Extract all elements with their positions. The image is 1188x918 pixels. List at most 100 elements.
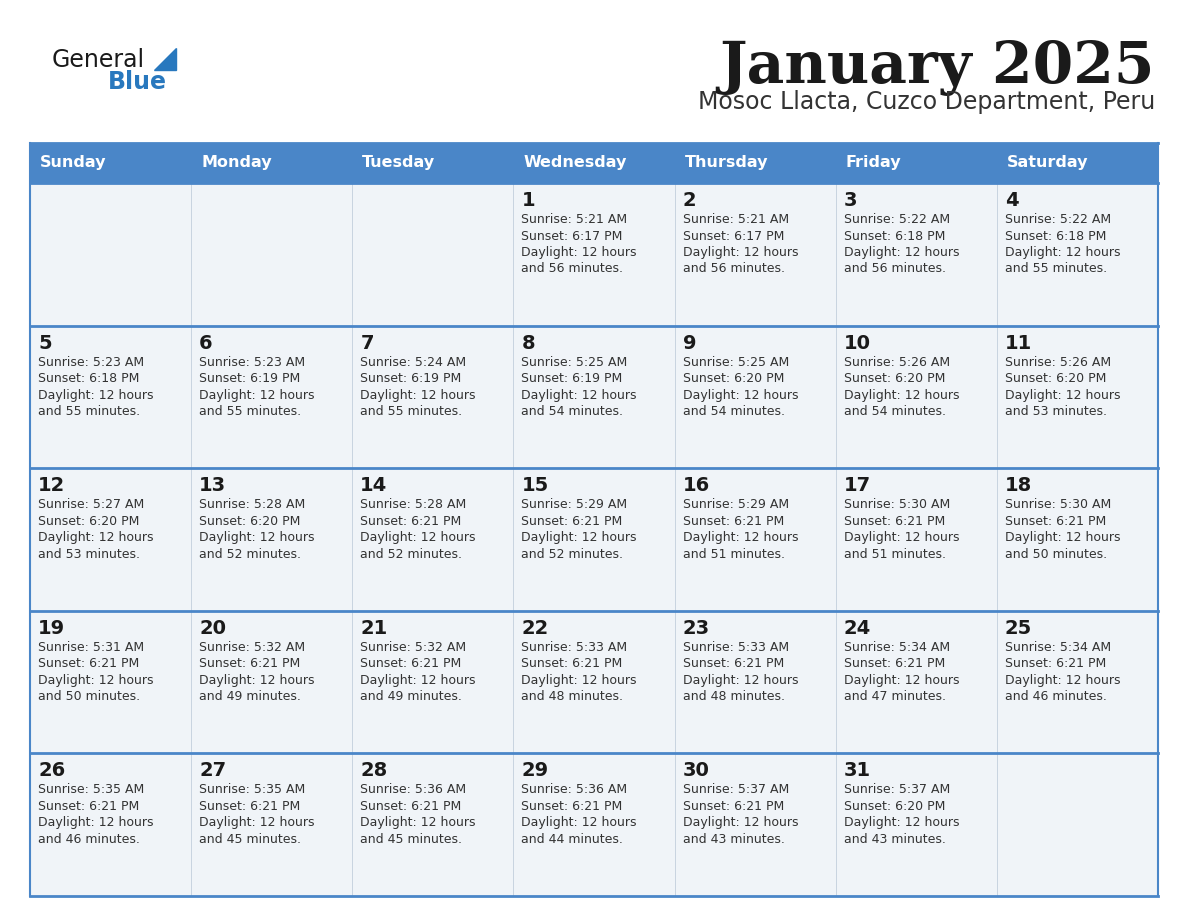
Text: Sunrise: 5:36 AM: Sunrise: 5:36 AM [360, 783, 467, 797]
Text: and 46 minutes.: and 46 minutes. [1005, 690, 1107, 703]
Text: Sunset: 6:21 PM: Sunset: 6:21 PM [38, 800, 139, 813]
Text: Tuesday: Tuesday [362, 155, 436, 171]
Text: Sunset: 6:18 PM: Sunset: 6:18 PM [843, 230, 946, 242]
Text: Sunrise: 5:36 AM: Sunrise: 5:36 AM [522, 783, 627, 797]
Text: and 48 minutes.: and 48 minutes. [522, 690, 624, 703]
Text: Sunrise: 5:21 AM: Sunrise: 5:21 AM [522, 213, 627, 226]
Text: and 52 minutes.: and 52 minutes. [360, 548, 462, 561]
Text: 25: 25 [1005, 619, 1032, 638]
Text: and 55 minutes.: and 55 minutes. [38, 405, 140, 418]
Text: and 49 minutes.: and 49 minutes. [200, 690, 301, 703]
Text: Daylight: 12 hours: Daylight: 12 hours [843, 246, 959, 259]
Text: General: General [52, 48, 145, 72]
Text: 20: 20 [200, 619, 226, 638]
Text: Sunrise: 5:23 AM: Sunrise: 5:23 AM [200, 355, 305, 369]
Text: Daylight: 12 hours: Daylight: 12 hours [38, 532, 153, 544]
Text: and 50 minutes.: and 50 minutes. [1005, 548, 1107, 561]
Text: Sunrise: 5:30 AM: Sunrise: 5:30 AM [843, 498, 950, 511]
Text: and 56 minutes.: and 56 minutes. [522, 263, 624, 275]
Text: Sunset: 6:21 PM: Sunset: 6:21 PM [843, 515, 944, 528]
Text: Sunrise: 5:33 AM: Sunrise: 5:33 AM [522, 641, 627, 654]
Text: and 51 minutes.: and 51 minutes. [683, 548, 784, 561]
Text: Sunrise: 5:22 AM: Sunrise: 5:22 AM [843, 213, 950, 226]
Bar [675, 143, 835, 183]
Text: 4: 4 [1005, 191, 1018, 210]
Text: Daylight: 12 hours: Daylight: 12 hours [200, 532, 315, 544]
Text: Sunrise: 5:29 AM: Sunrise: 5:29 AM [683, 498, 789, 511]
Text: Wednesday: Wednesday [524, 155, 627, 171]
Text: and 43 minutes.: and 43 minutes. [843, 833, 946, 845]
Text: Sunrise: 5:28 AM: Sunrise: 5:28 AM [360, 498, 467, 511]
Text: Daylight: 12 hours: Daylight: 12 hours [1005, 246, 1120, 259]
Text: Sunset: 6:18 PM: Sunset: 6:18 PM [38, 372, 139, 385]
Text: and 55 minutes.: and 55 minutes. [360, 405, 462, 418]
Text: Daylight: 12 hours: Daylight: 12 hours [683, 246, 798, 259]
Text: 28: 28 [360, 761, 387, 780]
Polygon shape [154, 48, 176, 70]
Text: Sunset: 6:21 PM: Sunset: 6:21 PM [522, 800, 623, 813]
Text: and 51 minutes.: and 51 minutes. [843, 548, 946, 561]
Text: Sunrise: 5:25 AM: Sunrise: 5:25 AM [522, 355, 627, 369]
Text: Sunday: Sunday [40, 155, 107, 171]
Text: 19: 19 [38, 619, 65, 638]
Text: 11: 11 [1005, 333, 1032, 353]
Text: Daylight: 12 hours: Daylight: 12 hours [843, 816, 959, 829]
Text: and 48 minutes.: and 48 minutes. [683, 690, 784, 703]
Text: and 55 minutes.: and 55 minutes. [1005, 263, 1107, 275]
Text: Sunrise: 5:21 AM: Sunrise: 5:21 AM [683, 213, 789, 226]
Text: Daylight: 12 hours: Daylight: 12 hours [843, 674, 959, 687]
Text: 2: 2 [683, 191, 696, 210]
Text: Sunset: 6:17 PM: Sunset: 6:17 PM [522, 230, 623, 242]
Text: Sunset: 6:21 PM: Sunset: 6:21 PM [360, 800, 461, 813]
Text: and 44 minutes.: and 44 minutes. [522, 833, 624, 845]
Text: Sunset: 6:20 PM: Sunset: 6:20 PM [38, 515, 139, 528]
Text: Blue: Blue [108, 70, 168, 94]
Text: and 50 minutes.: and 50 minutes. [38, 690, 140, 703]
Text: 16: 16 [683, 476, 709, 495]
Text: and 56 minutes.: and 56 minutes. [683, 263, 784, 275]
Text: Daylight: 12 hours: Daylight: 12 hours [360, 388, 475, 401]
Bar [513, 143, 675, 183]
Text: and 53 minutes.: and 53 minutes. [1005, 405, 1107, 418]
Text: Daylight: 12 hours: Daylight: 12 hours [522, 674, 637, 687]
Text: Sunset: 6:19 PM: Sunset: 6:19 PM [522, 372, 623, 385]
Text: Sunset: 6:17 PM: Sunset: 6:17 PM [683, 230, 784, 242]
Text: Sunset: 6:21 PM: Sunset: 6:21 PM [360, 515, 461, 528]
Text: Daylight: 12 hours: Daylight: 12 hours [522, 816, 637, 829]
Text: Sunset: 6:21 PM: Sunset: 6:21 PM [1005, 515, 1106, 528]
Text: Sunrise: 5:32 AM: Sunrise: 5:32 AM [360, 641, 467, 654]
Text: Daylight: 12 hours: Daylight: 12 hours [200, 816, 315, 829]
Text: Daylight: 12 hours: Daylight: 12 hours [1005, 674, 1120, 687]
Text: 6: 6 [200, 333, 213, 353]
Text: Sunset: 6:20 PM: Sunset: 6:20 PM [843, 800, 946, 813]
Text: Daylight: 12 hours: Daylight: 12 hours [360, 816, 475, 829]
Bar [997, 143, 1158, 183]
Text: Daylight: 12 hours: Daylight: 12 hours [683, 674, 798, 687]
Bar [353, 143, 513, 183]
Text: Sunrise: 5:22 AM: Sunrise: 5:22 AM [1005, 213, 1111, 226]
Text: Sunrise: 5:25 AM: Sunrise: 5:25 AM [683, 355, 789, 369]
Text: Daylight: 12 hours: Daylight: 12 hours [200, 674, 315, 687]
Text: January 2025: January 2025 [720, 40, 1155, 96]
Text: and 49 minutes.: and 49 minutes. [360, 690, 462, 703]
Bar [30, 326, 1158, 468]
Text: Daylight: 12 hours: Daylight: 12 hours [522, 246, 637, 259]
Text: 13: 13 [200, 476, 226, 495]
Text: Sunrise: 5:29 AM: Sunrise: 5:29 AM [522, 498, 627, 511]
Text: Daylight: 12 hours: Daylight: 12 hours [683, 816, 798, 829]
Text: 5: 5 [38, 333, 51, 353]
Text: 29: 29 [522, 761, 549, 780]
Text: Sunset: 6:20 PM: Sunset: 6:20 PM [843, 372, 946, 385]
Text: 17: 17 [843, 476, 871, 495]
Text: 1: 1 [522, 191, 535, 210]
Text: Mosoc Llacta, Cuzco Department, Peru: Mosoc Llacta, Cuzco Department, Peru [697, 90, 1155, 114]
Text: Sunrise: 5:33 AM: Sunrise: 5:33 AM [683, 641, 789, 654]
Text: Sunset: 6:18 PM: Sunset: 6:18 PM [1005, 230, 1106, 242]
Text: 31: 31 [843, 761, 871, 780]
Text: Sunrise: 5:35 AM: Sunrise: 5:35 AM [38, 783, 144, 797]
Text: Sunset: 6:20 PM: Sunset: 6:20 PM [1005, 372, 1106, 385]
Text: 8: 8 [522, 333, 535, 353]
Text: and 46 minutes.: and 46 minutes. [38, 833, 140, 845]
Text: and 53 minutes.: and 53 minutes. [38, 548, 140, 561]
Text: and 56 minutes.: and 56 minutes. [843, 263, 946, 275]
